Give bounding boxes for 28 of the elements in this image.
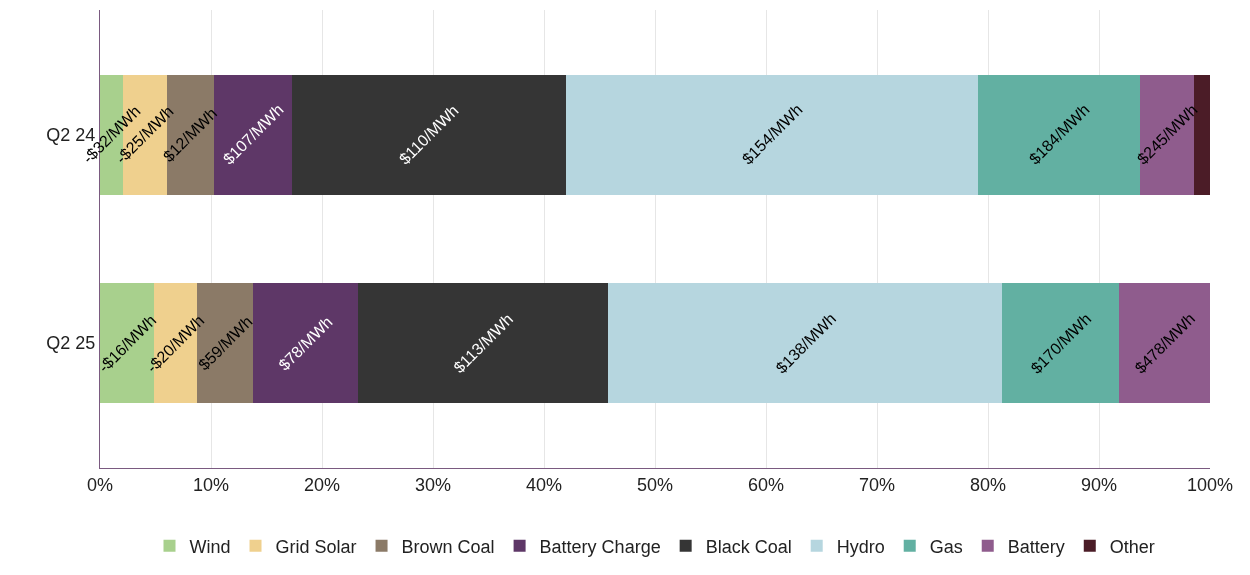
- bar: [292, 74, 567, 196]
- legend-label: Black Coal: [705, 536, 792, 557]
- y-tick-label: Q2 25: [46, 333, 96, 354]
- x-tick-label: 10%: [192, 474, 230, 495]
- bar: [1002, 282, 1119, 404]
- x-tick-label: 0%: [86, 474, 114, 495]
- legend-label: Gas: [929, 536, 963, 557]
- legend-label: Other: [1109, 536, 1155, 557]
- x-tick-label: 20%: [303, 474, 341, 495]
- x-tick-label: 70%: [858, 474, 896, 495]
- legend-label: Brown Coal: [401, 536, 495, 557]
- x-tick-label: 60%: [747, 474, 785, 495]
- bar: [357, 282, 609, 404]
- x-tick-label: 30%: [414, 474, 452, 495]
- bar: [1118, 282, 1210, 404]
- x-tick-label: 40%: [525, 474, 563, 495]
- legend-label: Hydro: [836, 536, 885, 557]
- legend-label: Grid Solar: [275, 536, 357, 557]
- legend-label: Battery Charge: [539, 536, 661, 557]
- x-tick-label: 100%: [1186, 474, 1234, 495]
- bar: [253, 282, 358, 404]
- legend-label: Wind: [189, 536, 231, 557]
- bar: [608, 282, 1003, 404]
- x-tick-label: 90%: [1080, 474, 1118, 495]
- legend-label: Battery: [1007, 536, 1065, 557]
- x-tick-label: 50%: [636, 474, 674, 495]
- bar: [566, 74, 979, 196]
- x-tick-label: 80%: [969, 474, 1007, 495]
